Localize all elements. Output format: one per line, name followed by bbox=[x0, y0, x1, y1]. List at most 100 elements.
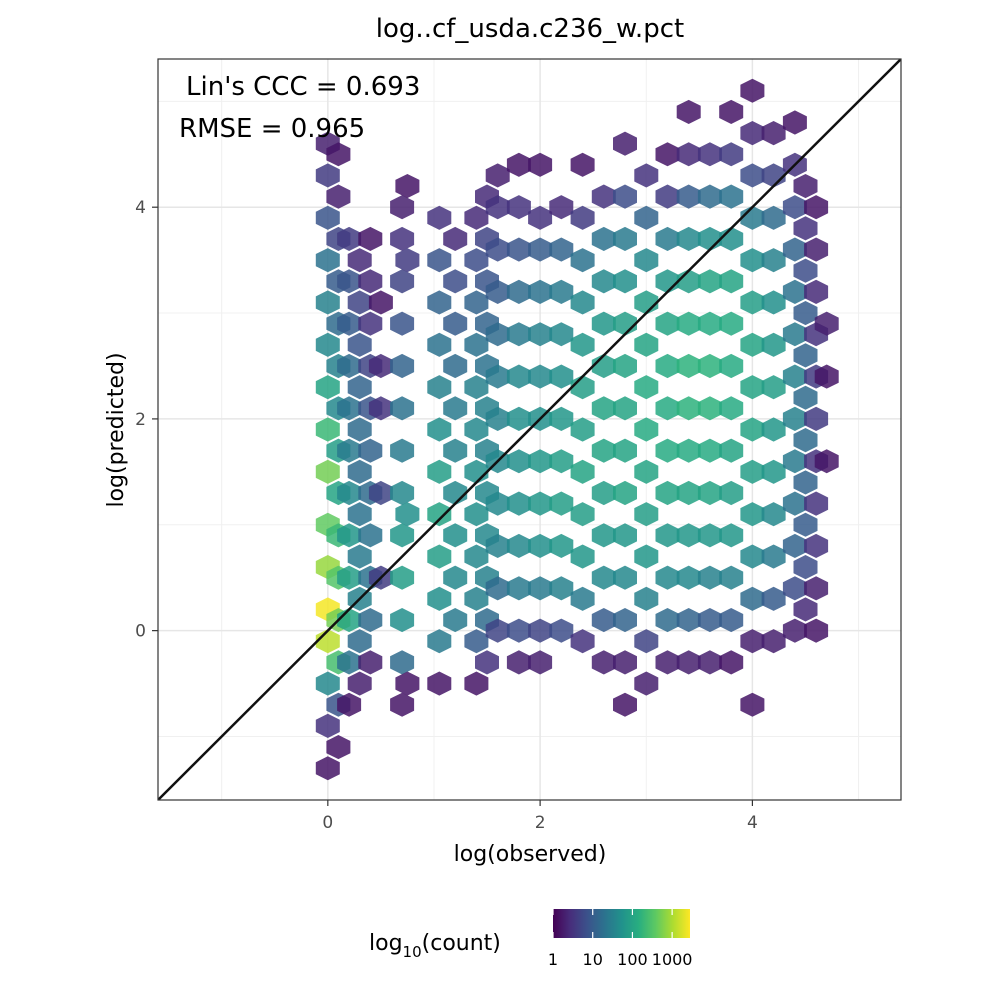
hexbin-cell bbox=[740, 121, 765, 146]
hexbin-cell bbox=[793, 428, 818, 453]
hexbin-cell bbox=[464, 671, 489, 696]
hexbin-cell bbox=[804, 279, 829, 304]
hexbin-cell bbox=[804, 491, 829, 516]
hexbin-cell bbox=[761, 629, 786, 654]
hexbin-cell bbox=[427, 332, 452, 357]
hexbin-cell bbox=[793, 385, 818, 410]
hexbin-cell bbox=[315, 713, 340, 738]
hexbin-cell bbox=[485, 279, 510, 304]
hexbin-cell bbox=[528, 491, 553, 516]
hexbin-cell bbox=[697, 523, 722, 548]
hexbin-cell bbox=[634, 586, 659, 611]
hexbin-cell bbox=[740, 375, 765, 400]
hexbin-cell bbox=[326, 184, 351, 209]
hexbin-cell bbox=[634, 502, 659, 527]
hexbin-cell bbox=[613, 131, 637, 156]
hexbin-cell bbox=[485, 163, 510, 188]
hexbin-cell bbox=[347, 502, 372, 527]
hexbin-cell bbox=[740, 629, 765, 654]
hexbin-cell bbox=[549, 237, 574, 262]
hexbin-cell bbox=[782, 449, 807, 474]
hexbin-cell bbox=[655, 523, 680, 548]
y-tick-label: 2 bbox=[135, 410, 146, 430]
hexbin-cell bbox=[740, 163, 765, 188]
hexbin-cell bbox=[506, 491, 531, 516]
hexbin-cell bbox=[740, 586, 765, 611]
hexbin-cell bbox=[570, 332, 595, 357]
hexbin-cell bbox=[485, 491, 510, 516]
hexbin-cell bbox=[528, 364, 553, 389]
hexbin-cell bbox=[549, 491, 574, 516]
hexbin-cell bbox=[315, 332, 340, 357]
rmse-annotation: RMSE = 0.965 bbox=[179, 114, 365, 144]
hexbin-cells bbox=[315, 78, 839, 781]
hexbin-cell bbox=[464, 248, 489, 273]
hexbin-cell bbox=[368, 290, 393, 315]
hexbin-cell bbox=[613, 184, 637, 209]
hexbin-cell bbox=[427, 544, 452, 569]
hexbin-cell bbox=[814, 364, 839, 389]
hexbin-cell bbox=[427, 290, 452, 315]
hexbin-cell bbox=[740, 332, 765, 357]
hexbin-cell bbox=[368, 353, 393, 379]
hexbin-cell bbox=[337, 311, 362, 336]
hexbin-cell bbox=[464, 375, 489, 400]
hexbin-cell bbox=[613, 226, 637, 251]
hexbin-cell bbox=[464, 205, 489, 230]
hexbin-cell bbox=[761, 502, 786, 527]
hexbin-cell bbox=[591, 438, 616, 463]
hexbin-cell bbox=[676, 438, 701, 463]
hexbin-cell bbox=[634, 417, 659, 442]
hexbin-cell bbox=[347, 629, 372, 654]
hexbin-cell bbox=[570, 290, 595, 315]
hexbin-cell bbox=[427, 459, 452, 484]
hexbin-cell bbox=[549, 364, 574, 389]
hexbin-cell bbox=[591, 608, 616, 633]
hexbin-cell bbox=[315, 290, 340, 315]
legend-title-rest: (count) bbox=[422, 931, 501, 956]
hexbin-cell bbox=[676, 226, 701, 251]
hexbin-cell bbox=[814, 449, 839, 474]
hexbin-cell bbox=[443, 438, 468, 463]
hexbin-cell bbox=[443, 269, 468, 294]
hexbin-cell bbox=[761, 586, 786, 611]
hexbin-cell bbox=[804, 237, 829, 262]
hexbin-cell bbox=[655, 396, 680, 421]
hexbin-cell bbox=[570, 586, 595, 611]
hexbin-cell bbox=[740, 248, 765, 273]
hexbin-cell bbox=[315, 417, 340, 442]
hexbin-cell bbox=[347, 417, 372, 442]
hexbin-cell bbox=[390, 353, 415, 379]
hexbin-cell bbox=[427, 205, 452, 230]
hexbin-cell bbox=[315, 375, 340, 400]
hexbin-cell bbox=[761, 544, 786, 569]
hexbin-cell bbox=[337, 226, 362, 251]
hexbin-cell bbox=[347, 459, 372, 484]
hexbin-cell bbox=[390, 480, 415, 506]
hexbin-cell bbox=[443, 523, 468, 548]
hexbin-cell bbox=[390, 565, 415, 590]
hexbin-cell bbox=[570, 248, 595, 273]
legend-tick-label: 100 bbox=[617, 950, 648, 969]
hexbin-cell bbox=[395, 174, 420, 199]
hexbin-cell bbox=[337, 480, 362, 506]
hexbin-cell bbox=[804, 195, 829, 220]
hexbin-cell bbox=[740, 78, 765, 103]
hexbin-cell bbox=[475, 650, 499, 675]
x-tick-label: 0 bbox=[322, 813, 333, 833]
hexbin-cell bbox=[782, 533, 807, 558]
hexbin-cell bbox=[634, 163, 659, 188]
hexbin-cell bbox=[676, 608, 701, 633]
hexbin-cell bbox=[443, 396, 468, 421]
hexbin-cell bbox=[793, 343, 818, 368]
hexbin-cell bbox=[655, 226, 680, 251]
hexbin-cell bbox=[549, 576, 574, 601]
hexbin-cell bbox=[395, 248, 420, 273]
legend-title-subscript: 10 bbox=[403, 943, 422, 961]
legend-tick-label: 10 bbox=[583, 950, 603, 969]
hexbin-cell bbox=[464, 417, 489, 442]
hexbin-cell bbox=[793, 258, 818, 283]
hexbin-cell bbox=[506, 533, 531, 558]
hexbin-cell bbox=[427, 586, 452, 611]
